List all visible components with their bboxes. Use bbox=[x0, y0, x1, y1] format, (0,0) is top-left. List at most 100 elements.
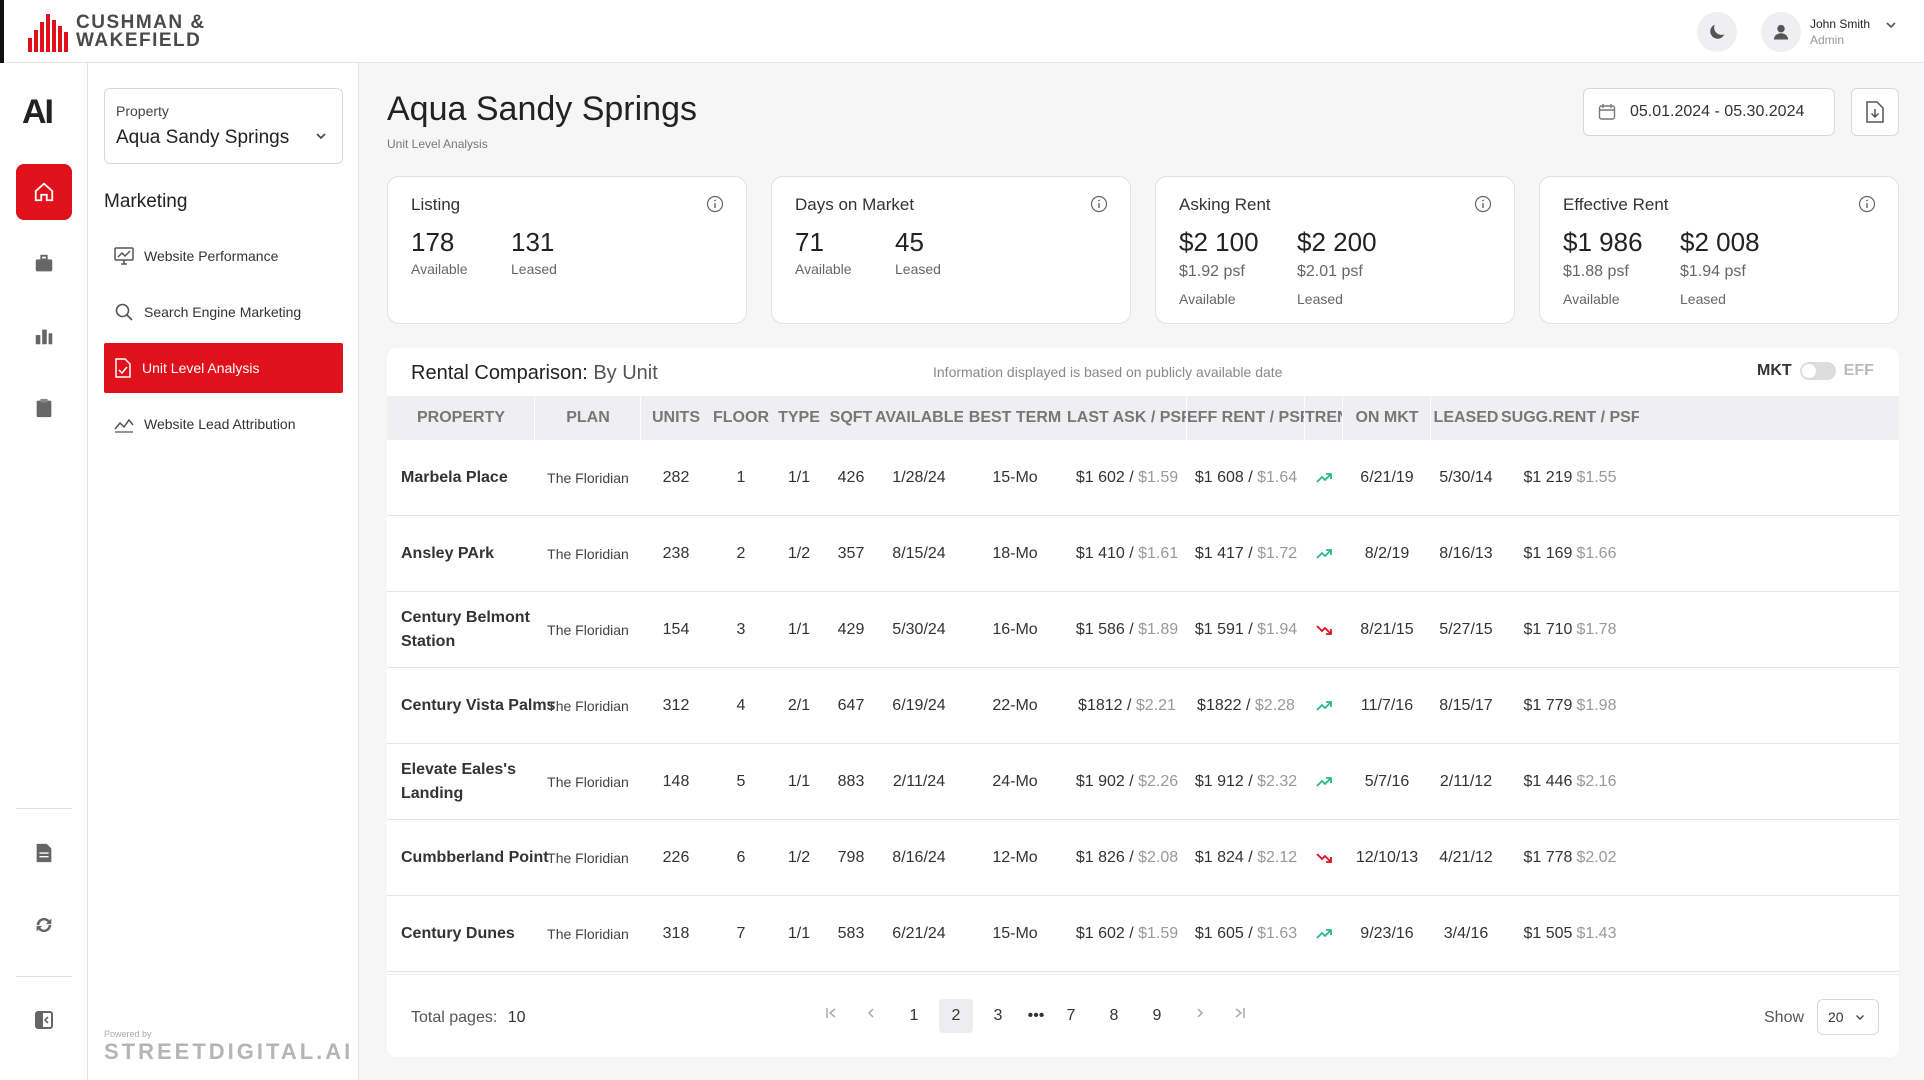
cell-property: Ansley PArk bbox=[401, 545, 495, 562]
cell-plan: The Floridian bbox=[547, 546, 629, 562]
date-range-value: 05.01.2024 - 05.30.2024 bbox=[1630, 103, 1805, 120]
cell-eff: $1 824 / $2.12 bbox=[1187, 820, 1305, 896]
cell-floor: 3 bbox=[736, 621, 746, 638]
rail-refresh-button[interactable] bbox=[16, 897, 72, 953]
cell-sqft: 426 bbox=[837, 469, 865, 486]
rail-documents-button[interactable] bbox=[16, 825, 72, 881]
column-header[interactable]: AVAILABLE bbox=[875, 409, 963, 426]
cell-units: 148 bbox=[662, 773, 690, 790]
days-on-market-card: Days on Market 71 Available 45 Leased bbox=[771, 176, 1131, 324]
info-icon[interactable] bbox=[706, 195, 724, 213]
table-row[interactable]: Marbela Place The Floridian 282 1 1/1 426 1/28… bbox=[387, 440, 1899, 516]
brand-logo[interactable]: CUSHMAN & WAKEFIELD bbox=[28, 12, 206, 52]
rail-tasks-button[interactable] bbox=[16, 380, 72, 436]
next-page-icon[interactable] bbox=[1183, 999, 1217, 1033]
avatar[interactable] bbox=[1761, 12, 1801, 52]
sugg-value: $1 710 bbox=[1523, 621, 1573, 638]
column-header[interactable]: BEST TERM bbox=[968, 409, 1062, 426]
sugg-value: $1 219 bbox=[1523, 469, 1573, 486]
dark-mode-button[interactable] bbox=[1697, 12, 1737, 52]
page-button[interactable]: 2 bbox=[939, 999, 973, 1033]
page-button[interactable]: 9 bbox=[1152, 1007, 1162, 1024]
property-select-label: Property bbox=[116, 103, 169, 119]
section-title-marketing: Marketing bbox=[104, 191, 188, 212]
nav-item-website-lead-attribution[interactable]: Website Lead Attribution bbox=[104, 399, 343, 449]
first-page-icon[interactable] bbox=[814, 999, 848, 1033]
page-button[interactable]: 8 bbox=[1109, 1007, 1119, 1024]
eff-value: $1 591 bbox=[1194, 621, 1244, 638]
asking-leased-label: Leased bbox=[1297, 291, 1343, 307]
column-header[interactable]: FLOOR bbox=[713, 409, 769, 426]
column-header[interactable]: SQFT bbox=[829, 409, 873, 426]
last-page-icon[interactable] bbox=[1223, 999, 1257, 1033]
table-row[interactable]: Century Belmont Station The Floridian 154 3… bbox=[387, 592, 1899, 668]
cell-available: 1/28/24 bbox=[892, 469, 946, 486]
effective-leased-label: Leased bbox=[1680, 291, 1726, 307]
effective-leased-value: $2 008 bbox=[1680, 227, 1760, 257]
ask-value: $1 586 bbox=[1075, 621, 1125, 638]
rail-collapse-button[interactable] bbox=[16, 992, 72, 1048]
column-header[interactable]: TYPE bbox=[778, 409, 820, 426]
table-row[interactable]: Cumbberland Point The Floridian 226 6 1/2 798… bbox=[387, 820, 1899, 896]
cell-on_mkt: 6/21/19 bbox=[1360, 469, 1414, 486]
sugg-value: $1 779 bbox=[1523, 697, 1573, 714]
mkt-eff-toggle[interactable] bbox=[1799, 362, 1836, 380]
rail-reports-button[interactable] bbox=[16, 308, 72, 364]
column-header[interactable]: ON MKT bbox=[1343, 396, 1431, 440]
table-row[interactable]: Elevate Eales's Landing The Floridian 148 5… bbox=[387, 744, 1899, 820]
info-icon[interactable] bbox=[1858, 195, 1876, 213]
column-header[interactable]: PLAN bbox=[535, 396, 641, 440]
column-header[interactable]: LEASED bbox=[1433, 409, 1499, 426]
nav-item-website-performance[interactable]: Website Performance bbox=[104, 231, 343, 281]
trend-line-icon bbox=[114, 418, 134, 433]
asking-leased-psf: $2.01 psf bbox=[1297, 263, 1363, 280]
trend-up-icon bbox=[1316, 777, 1332, 787]
card-title: Listing bbox=[411, 195, 461, 214]
page-button[interactable]: 1 bbox=[909, 1007, 919, 1024]
cell-available: 5/30/24 bbox=[892, 621, 946, 638]
separator: / bbox=[1243, 925, 1258, 942]
user-menu-chevron-down-icon[interactable] bbox=[1884, 18, 1898, 37]
column-header[interactable]: SUGG.RENT / PSF bbox=[1501, 409, 1639, 426]
effective-available-label: Available bbox=[1563, 291, 1620, 307]
column-header[interactable]: PROPERTY bbox=[387, 396, 535, 440]
column-header[interactable]: LAST ASK / PSF bbox=[1067, 396, 1187, 440]
home-icon bbox=[34, 182, 54, 202]
nav-item-unit-level-analysis[interactable]: Unit Level Analysis bbox=[104, 343, 343, 393]
info-icon[interactable] bbox=[1474, 195, 1492, 213]
prev-page-icon[interactable] bbox=[854, 999, 888, 1033]
property-select[interactable]: Property Aqua Sandy Springs bbox=[104, 88, 343, 164]
info-icon[interactable] bbox=[1090, 195, 1108, 213]
pagination-ellipsis[interactable]: ••• bbox=[1027, 1007, 1045, 1024]
listing-leased-value: 131 bbox=[511, 227, 555, 257]
total-pages-label: Total pages: bbox=[411, 1009, 498, 1026]
download-button[interactable] bbox=[1851, 88, 1899, 136]
eff-value: $1822 bbox=[1197, 697, 1242, 714]
asking-leased-value: $2 200 bbox=[1297, 227, 1377, 257]
separator: / bbox=[1124, 773, 1139, 790]
cell-eff: $1 417 / $1.72 bbox=[1187, 516, 1305, 592]
page-size-select[interactable]: 20 bbox=[1817, 999, 1879, 1035]
cell-on_mkt: 5/7/16 bbox=[1364, 773, 1410, 790]
page-button[interactable]: 3 bbox=[993, 1007, 1003, 1024]
date-range-picker[interactable]: 05.01.2024 - 05.30.2024 bbox=[1583, 88, 1835, 136]
column-header[interactable]: UNITS bbox=[652, 409, 700, 426]
panel-title: Rental Comparison: By Unit bbox=[411, 362, 658, 385]
table-row[interactable]: Century Vista Palms The Floridian 312 4 2/1 6… bbox=[387, 668, 1899, 744]
rail-home-button[interactable] bbox=[16, 164, 72, 220]
cell-leased: 3/4/16 bbox=[1443, 925, 1489, 942]
table-row[interactable]: Ansley PArk The Floridian 238 2 1/2 357 8/15/2… bbox=[387, 516, 1899, 592]
sugg-psf: $1.66 bbox=[1576, 545, 1617, 562]
cell-sqft: 647 bbox=[837, 697, 865, 714]
page-button[interactable]: 7 bbox=[1066, 1007, 1076, 1024]
effective-available-psf: $1.88 psf bbox=[1563, 263, 1629, 280]
table-row[interactable]: Century Dunes The Floridian 318 7 1/1 583 6/21… bbox=[387, 896, 1899, 972]
nav-item-search-engine-marketing[interactable]: Search Engine Marketing bbox=[104, 287, 343, 337]
column-header[interactable]: TREND bbox=[1305, 396, 1343, 440]
column-header[interactable]: EFF RENT / PSF bbox=[1187, 396, 1305, 440]
cell-eff: $1822 / $2.28 bbox=[1187, 668, 1305, 744]
rail-briefcase-button[interactable] bbox=[16, 236, 72, 292]
sugg-value: $1 778 bbox=[1523, 849, 1573, 866]
cell-ask: $1812 / $2.21 bbox=[1067, 668, 1187, 744]
panel-note: Information displayed is based on public… bbox=[933, 364, 1283, 380]
